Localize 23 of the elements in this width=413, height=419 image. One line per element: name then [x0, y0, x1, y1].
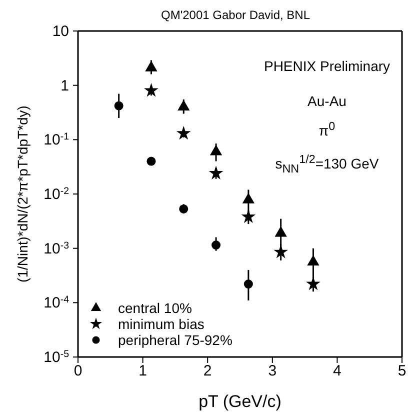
legend-label: minimum bias: [118, 316, 204, 332]
y-tick-label: 10$^{-5}$: [44, 348, 70, 366]
y-tick-label: 1: [60, 77, 69, 94]
x-tick-label: 3: [268, 362, 277, 380]
x-tick-label: 1: [138, 362, 147, 380]
chart-title: QM'2001 Gabor David, BNL: [160, 8, 312, 24]
y-tick-label: 10: [52, 23, 69, 40]
y-axis-title: (1/Nint)*dN/(2*π*pT*dpT*dy): [14, 106, 31, 282]
annotation: π$^{0}$: [318, 120, 336, 139]
annotation: s$_{NN}$$^{1/2}$=130 GeV: [274, 153, 380, 176]
x-tick-label: 0: [74, 362, 82, 380]
x-tick-label: 2: [203, 362, 212, 380]
y-tick-label: 10$^{-3}$: [44, 240, 69, 258]
x-tick-label: 4: [333, 362, 342, 380]
y-tick-label: 10$^{-4}$: [44, 294, 70, 312]
y-tick-label: 10$^{-1}$: [44, 131, 69, 149]
x-tick-label: 5: [398, 362, 406, 380]
annotation: PHENIX Preliminary: [262, 58, 392, 74]
y-tick-label: 10$^{-2}$: [44, 186, 69, 203]
annotation: Au-Au: [306, 93, 348, 109]
x-axis-title: pT (GeV/c): [198, 392, 282, 411]
legend-label: peripheral 75-92%: [118, 332, 232, 348]
legend-label: central 10%: [118, 300, 192, 316]
